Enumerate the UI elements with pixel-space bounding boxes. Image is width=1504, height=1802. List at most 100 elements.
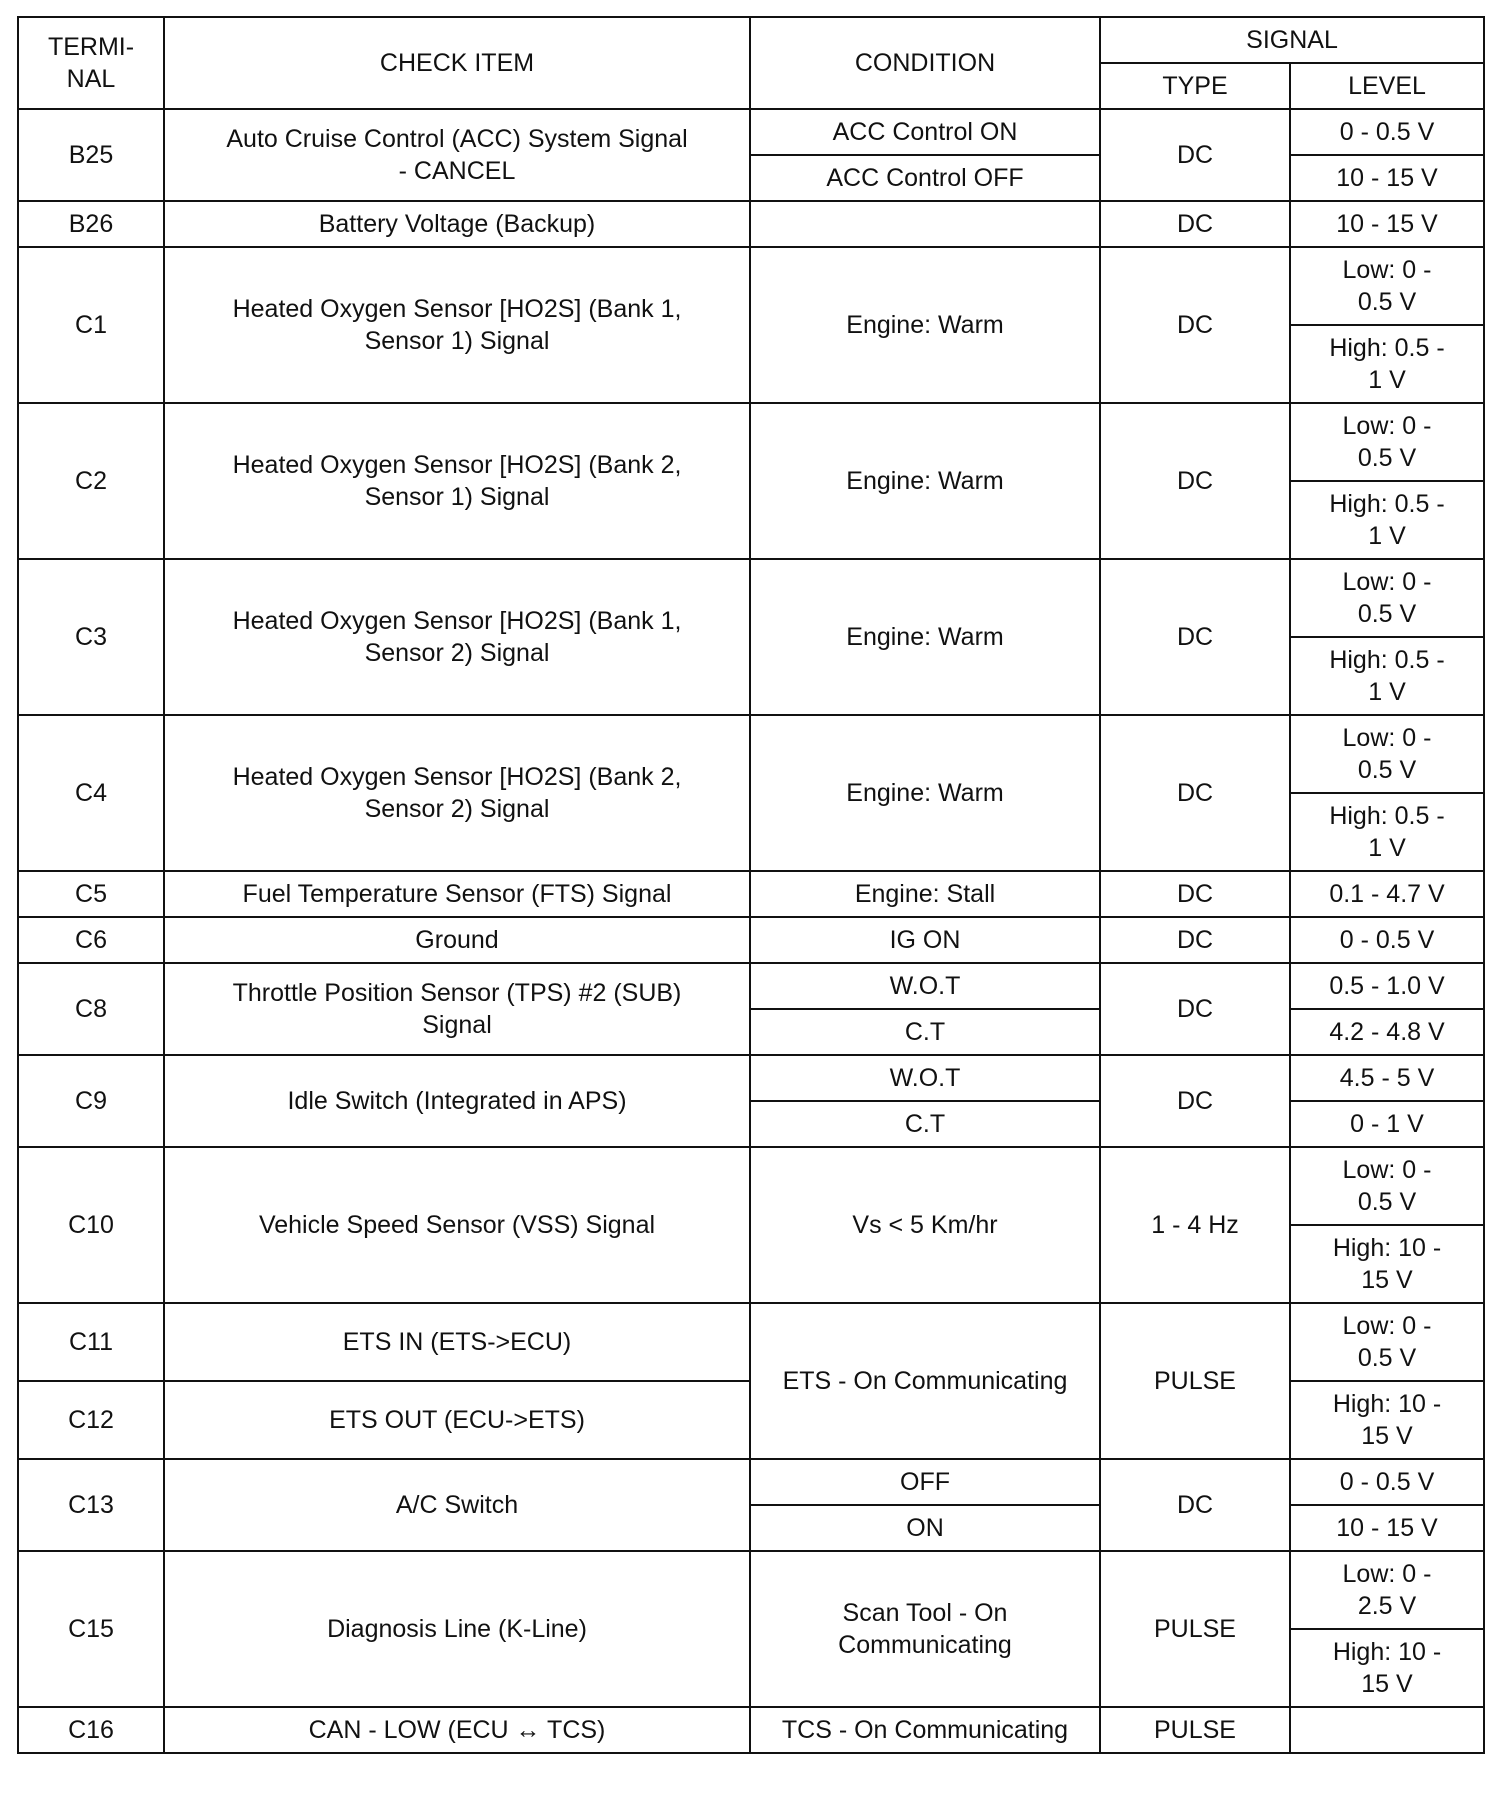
terminal-cell: C3 — [17, 558, 165, 716]
signal-level-cell: 0 - 1 V — [1288, 1100, 1486, 1148]
check-item-cell: Idle Switch (Integrated in APS) — [163, 1054, 751, 1148]
terminal-cell: C15 — [17, 1550, 165, 1708]
terminal-cell: C11 — [17, 1302, 165, 1382]
signal-level-cell: 0.5 - 1.0 V — [1288, 962, 1486, 1010]
table-row: C16 CAN - LOW (ECU ↔ TCS) TCS - On Communi… — [17, 1706, 1486, 1754]
condition-cell: ACC Control OFF — [749, 154, 1101, 202]
terminal-cell: C10 — [17, 1146, 165, 1304]
check-item-cell: A/C Switch — [163, 1458, 751, 1552]
table-row: C3 Heated Oxygen Sensor [HO2S] (Bank 1, S… — [17, 558, 1486, 716]
condition-cell: W.O.T — [749, 962, 1101, 1010]
signal-level-cell: Low: 0 - 0.5 V — [1288, 402, 1486, 482]
condition-cell: ON — [749, 1504, 1101, 1552]
check-item-cell: Diagnosis Line (K-Line) — [163, 1550, 751, 1708]
terminal-cell: C6 — [17, 916, 165, 964]
signal-type-cell: DC — [1099, 916, 1291, 964]
condition-cell: IG ON — [749, 916, 1101, 964]
signal-level-cell: High: 0.5 - 1 V — [1288, 324, 1486, 404]
signal-level-cell: High: 0.5 - 1 V — [1288, 792, 1486, 872]
header-check-item: CHECK ITEM — [163, 16, 751, 110]
signal-level-cell: High: 10 - 15 V — [1288, 1380, 1486, 1460]
check-item-cell: Fuel Temperature Sensor (FTS) Signal — [163, 870, 751, 918]
check-item-cell: Auto Cruise Control (ACC) System Signal … — [163, 108, 751, 202]
condition-cell: W.O.T — [749, 1054, 1101, 1102]
signal-level-cell: 0 - 0.5 V — [1288, 916, 1486, 964]
check-item-cell: ETS IN (ETS->ECU) — [163, 1302, 751, 1382]
condition-cell: Scan Tool - On Communicating — [749, 1550, 1101, 1708]
terminal-cell: C13 — [17, 1458, 165, 1552]
table-row: High: 10 - 15 V — [18, 1224, 1486, 1304]
table-row: C1 Heated Oxygen Sensor [HO2S] (Bank 1, S… — [17, 246, 1486, 404]
signal-level-cell: 0 - 0.5 V — [1288, 108, 1486, 156]
condition-cell: C.T — [749, 1100, 1101, 1148]
condition-cell: Vs < 5 Km/hr — [749, 1146, 1101, 1304]
table-row: High: 0.5 - 1 V — [18, 324, 1486, 404]
table-row: ACC Control OFF 10 - 15 V — [18, 154, 1486, 202]
check-item-cell: Ground — [163, 916, 751, 964]
terminal-cell: C2 — [17, 402, 165, 560]
signal-level-cell: 10 - 15 V — [1288, 200, 1486, 248]
signal-level-cell: 10 - 15 V — [1288, 154, 1486, 202]
terminal-cell: B26 — [17, 200, 165, 248]
table-body: B25 Auto Cruise Control (ACC) System Sign… — [17, 108, 1486, 1754]
check-item-cell: Battery Voltage (Backup) — [163, 200, 751, 248]
signal-level-cell: Low: 0 - 0.5 V — [1288, 558, 1486, 638]
check-item-cell: Heated Oxygen Sensor [HO2S] (Bank 1, Sen… — [163, 558, 751, 716]
signal-type-cell: DC — [1099, 714, 1291, 872]
terminal-cell: C9 — [17, 1054, 165, 1148]
signal-type-cell: PULSE — [1099, 1302, 1291, 1460]
signal-type-cell: DC — [1099, 108, 1291, 202]
condition-cell: OFF — [749, 1458, 1101, 1506]
condition-cell: ACC Control ON — [749, 108, 1101, 156]
condition-cell: TCS - On Communicating — [749, 1706, 1101, 1754]
signal-level-cell: Low: 0 - 0.5 V — [1288, 246, 1486, 326]
signal-level-cell: Low: 0 - 0.5 V — [1288, 714, 1486, 794]
signal-type-cell: DC — [1099, 402, 1291, 560]
signal-type-cell: PULSE — [1099, 1706, 1291, 1754]
table-row: C8 Throttle Position Sensor (TPS) #2 (SUB… — [17, 962, 1486, 1056]
signal-type-cell: DC — [1099, 962, 1291, 1056]
check-item-cell: Heated Oxygen Sensor [HO2S] (Bank 1, Sen… — [163, 246, 751, 404]
table-row: C.T 4.2 - 4.8 V — [18, 1008, 1486, 1056]
check-item-cell: Throttle Position Sensor (TPS) #2 (SUB) … — [163, 962, 751, 1056]
signal-level-cell: Low: 0 - 0.5 V — [1288, 1302, 1486, 1382]
signal-level-cell: 4.5 - 5 V — [1288, 1054, 1486, 1102]
terminal-cell: C8 — [17, 962, 165, 1056]
terminal-check-table: TERMI- NAL CHECK ITEM CONDITION SIGNAL T… — [17, 16, 1486, 1754]
signal-type-cell: DC — [1099, 558, 1291, 716]
signal-type-cell: PULSE — [1099, 1550, 1291, 1708]
table-row: High: 10 - 15 V — [18, 1628, 1486, 1708]
header-type: TYPE — [1099, 62, 1291, 110]
terminal-cell: C4 — [17, 714, 165, 872]
check-item-cell: Heated Oxygen Sensor [HO2S] (Bank 2, Sen… — [163, 402, 751, 560]
table-row: C10 Vehicle Speed Sensor (VSS) Signal Vs <… — [17, 1146, 1486, 1304]
signal-level-cell: High: 0.5 - 1 V — [1288, 636, 1486, 716]
condition-cell: Engine: Warm — [749, 402, 1101, 560]
table-row: C5 Fuel Temperature Sensor (FTS) Signal En… — [17, 870, 1486, 918]
table-row: B26 Battery Voltage (Backup) DC 10 - 15 V — [17, 200, 1486, 248]
signal-type-cell: 1 - 4 Hz — [1099, 1146, 1291, 1304]
signal-type-cell: DC — [1099, 246, 1291, 404]
signal-level-cell: 0 - 0.5 V — [1288, 1458, 1486, 1506]
table-row: C15 Diagnosis Line (K-Line) Scan Tool - On… — [17, 1550, 1486, 1708]
check-item-cell: CAN - LOW (ECU ↔ TCS) — [163, 1706, 751, 1754]
signal-level-cell: 4.2 - 4.8 V — [1288, 1008, 1486, 1056]
signal-type-cell: DC — [1099, 870, 1291, 918]
table-row: ON 10 - 15 V — [18, 1504, 1486, 1552]
condition-cell: ETS - On Communicating — [749, 1302, 1101, 1460]
check-item-cell: Heated Oxygen Sensor [HO2S] (Bank 2, Sen… — [163, 714, 751, 872]
signal-type-cell: DC — [1099, 1054, 1291, 1148]
signal-level-cell: High: 0.5 - 1 V — [1288, 480, 1486, 560]
table-row: B25 Auto Cruise Control (ACC) System Sign… — [17, 108, 1486, 202]
signal-type-cell: DC — [1099, 200, 1291, 248]
header-signal: SIGNAL — [1098, 16, 1486, 64]
condition-cell: Engine: Warm — [749, 714, 1101, 872]
condition-cell: Engine: Warm — [749, 558, 1101, 716]
condition-cell: Engine: Warm — [749, 246, 1101, 404]
check-item-cell: ETS OUT (ECU->ETS) — [163, 1380, 751, 1460]
table-row: C9 Idle Switch (Integrated in APS) W.O.T DC… — [17, 1054, 1486, 1148]
header-condition: CONDITION — [749, 16, 1101, 110]
signal-level-cell — [1288, 1706, 1486, 1754]
table-row: C13 A/C Switch OFF DC 0 - 0.5 V — [17, 1458, 1486, 1552]
table-row: C2 Heated Oxygen Sensor [HO2S] (Bank 2, S… — [17, 402, 1486, 560]
